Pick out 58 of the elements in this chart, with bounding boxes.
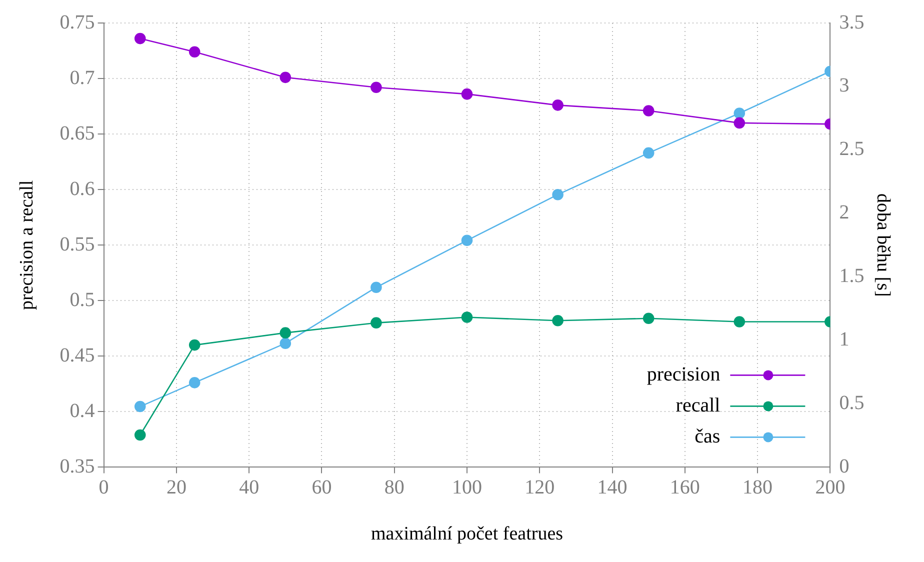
y2-tick-label: 0.5 — [839, 392, 864, 414]
legend-label: precision — [646, 363, 720, 386]
point — [280, 327, 292, 338]
y-tick-label: 0.45 — [60, 344, 95, 366]
x-axis-title: maximální počet featrues — [370, 524, 564, 545]
y-tick-label: 0.7 — [70, 66, 95, 89]
y2-tick-label: 1 — [839, 328, 850, 351]
point — [461, 312, 473, 323]
y2-tick-label: 2.5 — [839, 138, 864, 160]
point — [134, 32, 146, 44]
x-tick-label: 180 — [742, 476, 773, 498]
x-tick-label: 100 — [452, 476, 482, 498]
y2-tick-label: 2 — [839, 202, 850, 224]
y-tick-label: 0.35 — [60, 455, 95, 478]
point — [734, 108, 746, 119]
x-tick-label: 60 — [312, 476, 332, 498]
y2-axis-title: doba běhu [s] — [872, 193, 894, 297]
point — [370, 82, 382, 94]
point — [552, 188, 564, 200]
y2-tick-label: 3 — [839, 74, 850, 97]
point — [552, 314, 564, 326]
y-axis-title: precision a recall — [16, 180, 38, 310]
legend-label: čas — [694, 425, 720, 448]
y2-tick-label: 3.5 — [839, 11, 864, 34]
x-tick-label: 20 — [166, 476, 186, 498]
y-tick-label: 0.65 — [60, 122, 95, 144]
y2-tick-label: 0 — [839, 455, 850, 478]
y-tick-label: 0.55 — [60, 233, 95, 256]
legend-label: recall — [676, 394, 721, 416]
y-tick-label: 0.5 — [70, 288, 95, 311]
x-tick-label: 0 — [98, 476, 109, 498]
y2-tick-label: 1.5 — [839, 265, 864, 288]
x-tick-label: 40 — [239, 476, 260, 498]
point — [642, 105, 654, 116]
x-tick-label: 160 — [670, 476, 700, 498]
point — [134, 429, 146, 441]
point — [642, 312, 654, 324]
x-tick-label: 200 — [815, 476, 846, 498]
point — [370, 282, 382, 294]
point — [370, 317, 382, 328]
point — [734, 117, 746, 129]
x-tick-label: 140 — [597, 476, 628, 498]
point — [280, 72, 292, 84]
y-tick-label: 0.75 — [60, 11, 95, 34]
point — [461, 234, 473, 246]
point — [734, 316, 746, 328]
point — [552, 100, 564, 111]
x-tick-label: 120 — [524, 476, 555, 498]
point — [461, 88, 473, 100]
point — [188, 339, 200, 351]
point — [188, 46, 200, 58]
point — [188, 377, 200, 388]
y-tick-label: 0.6 — [70, 178, 95, 200]
point — [642, 147, 654, 159]
y-tick-label: 0.4 — [70, 400, 95, 422]
x-tick-label: 80 — [384, 476, 404, 498]
point — [134, 400, 146, 412]
point — [280, 338, 292, 349]
